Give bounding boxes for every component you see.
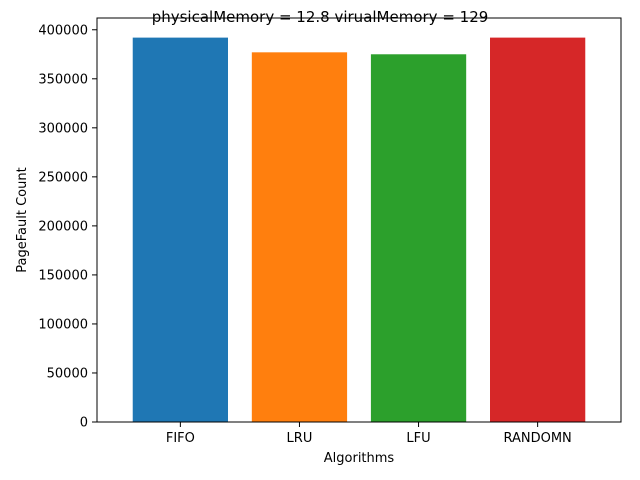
plot-frame	[96, 17, 622, 423]
x-tick-label: RANDOMN	[503, 431, 571, 446]
y-tick-label: 250000	[38, 170, 88, 185]
y-tick-label: 0	[80, 416, 88, 431]
y-tick-label: 100000	[38, 317, 88, 332]
y-tick-label: 200000	[38, 219, 88, 234]
y-tick-label: 400000	[38, 23, 88, 38]
bar-lfu	[370, 54, 467, 422]
x-tick-label: LRU	[287, 431, 313, 446]
chart-title: physicalMemory = 12.8 virualMemory = 129	[152, 8, 489, 26]
x-axis-ticks: FIFO LRU LFU RANDOMN	[166, 422, 572, 446]
x-tick-label: FIFO	[166, 431, 195, 446]
y-axis-label: PageFault Count	[15, 167, 30, 272]
y-tick-label: 50000	[47, 366, 88, 381]
bar-lru	[251, 52, 348, 423]
bar-randomn	[490, 37, 586, 423]
y-tick-label: 350000	[38, 72, 88, 87]
y-axis-ticks: 0 50000 100000 150000 200000 250000 300000 3500…	[38, 23, 97, 431]
y-tick-label: 150000	[38, 268, 88, 283]
x-tick-label: LFU	[406, 431, 430, 446]
y-tick-label: 300000	[38, 121, 88, 136]
x-axis-label: Algorithms	[324, 451, 395, 466]
bar-fifo	[132, 37, 228, 423]
bars-group	[132, 37, 586, 423]
